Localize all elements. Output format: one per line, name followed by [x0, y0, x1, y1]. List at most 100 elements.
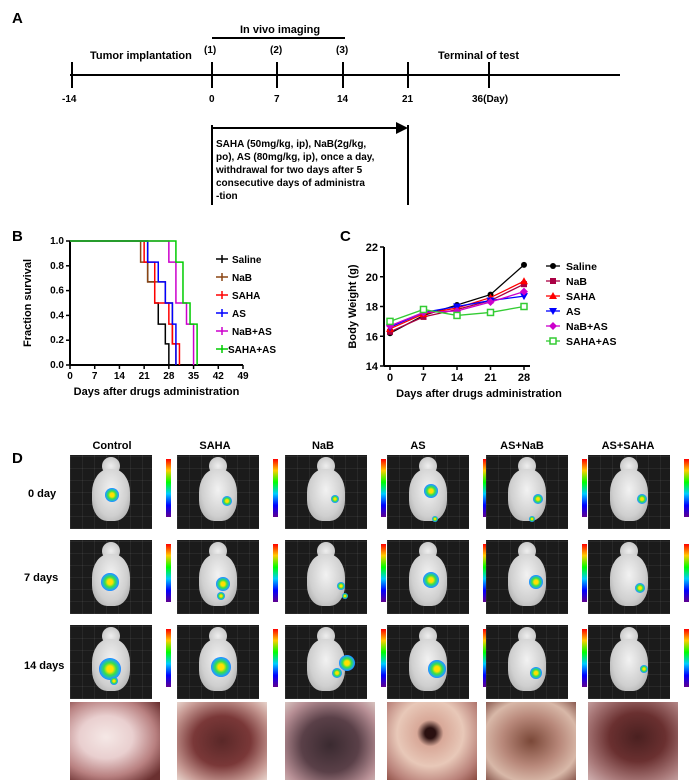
data-point [549, 308, 557, 315]
row-label-0-day: 0 day [28, 488, 57, 500]
bioluminescence-signal [216, 577, 230, 591]
y-tick-label: 16 [366, 331, 378, 343]
imaging-tile [285, 540, 367, 614]
intensity-color-scale [582, 544, 587, 602]
bioluminescence-signal [432, 516, 438, 522]
survival-line-saha-as [70, 240, 198, 365]
data-point [520, 287, 528, 296]
column-label-nab: NaB [311, 440, 334, 452]
y-tick-label: 20 [366, 272, 378, 284]
body-weight-chart: 0 7 14 21 28 14 16 18 20 22 Days after drugs admin… [347, 242, 616, 400]
y-tick-label: 0.2 [50, 335, 64, 346]
tick-label: 0 [209, 94, 215, 105]
bioluminescence-signal [529, 575, 543, 589]
imaging-tile [387, 625, 469, 699]
y-tick-label: 22 [366, 242, 378, 254]
panel-b-letter: B [12, 228, 23, 245]
data-point [550, 263, 556, 269]
imaging-tile [177, 625, 259, 699]
data-point [549, 322, 557, 330]
marker-1: (1) [204, 45, 217, 56]
bioluminescence-signal [99, 658, 121, 680]
x-tick-label: 0 [387, 372, 393, 384]
marker-3: (3) [336, 45, 349, 56]
intensity-color-scale [684, 629, 689, 687]
treatment-line: po), AS (80mg/kg, ip), once a day, [216, 152, 375, 163]
bioluminescence-signal [342, 593, 348, 599]
data-point [386, 321, 394, 330]
bioluminescence-signal [533, 494, 543, 504]
imaging-tile [285, 455, 367, 529]
bioluminescence-signal [637, 494, 647, 504]
x-tick-label: 7 [420, 372, 426, 384]
treatment-line: -tion [216, 191, 238, 202]
necropsy-photo-control [70, 702, 160, 780]
imaging-tile [588, 540, 670, 614]
legend-label: NaB [566, 276, 587, 288]
treatment-line: consecutive days of administra [216, 178, 365, 189]
x-tick-label: 0 [67, 371, 73, 382]
intensity-color-scale [483, 544, 488, 602]
panel-c-letter: C [340, 228, 351, 245]
bioluminescence-signal [332, 668, 342, 678]
imaging-tile [285, 625, 367, 699]
legend-label: SAHA+AS [566, 336, 616, 348]
y-tick-label: 1.0 [50, 236, 64, 247]
data-point [521, 261, 527, 268]
legend-label: SAHA [232, 291, 260, 302]
bioluminescence-signal [530, 667, 542, 679]
data-point [549, 292, 557, 299]
y-tick-label: 14 [366, 361, 379, 373]
x-tick-label: 14 [114, 371, 126, 382]
row-label-14-days: 14 days [24, 660, 65, 672]
data-point [486, 298, 495, 307]
bioluminescence-signal [424, 484, 438, 498]
panel-a-letter: A [12, 10, 23, 27]
imaging-tile [177, 455, 259, 529]
survival-chart: 0 7 14 21 28 35 42 49 0.0 0.2 0.4 0.6 0.8 1.0 Days aft… [22, 236, 276, 398]
x-axis-label: Days after drugs administration [396, 388, 562, 400]
treatment-line: withdrawal for two days after 5 [216, 165, 363, 176]
imaging-tile [177, 540, 259, 614]
tick-label: 7 [274, 94, 280, 105]
necropsy-photo-as-nab [486, 702, 576, 780]
legend-label: AS [232, 309, 246, 320]
imaging-tile [588, 625, 670, 699]
intensity-color-scale [684, 544, 689, 602]
survival-line-saha [70, 240, 181, 365]
data-point [486, 308, 495, 317]
intensity-color-scale [483, 459, 488, 517]
legend-label: SAHA [566, 291, 596, 303]
column-label-control: Control [92, 440, 132, 452]
data-point [386, 317, 394, 326]
intensity-color-scale [166, 629, 171, 687]
legend-label: AS [566, 306, 581, 318]
legend-label: Saline [566, 261, 597, 273]
x-tick-label: 21 [139, 371, 151, 382]
intensity-color-scale [273, 544, 278, 602]
data-point [520, 277, 528, 285]
mouse-body [307, 639, 345, 691]
column-label-saha: SAHA [199, 440, 231, 452]
intensity-color-scale [166, 459, 171, 517]
legend-label: SAHA+AS [228, 345, 276, 356]
y-tick-label: 0.8 [50, 261, 64, 272]
legend-label: Saline [232, 255, 262, 266]
intensity-color-scale [273, 629, 278, 687]
intensity-color-scale [381, 544, 386, 602]
column-label-as-nab: AS+NaB [500, 440, 544, 452]
mouse-body [307, 554, 345, 606]
tumor-implantation-label: Tumor implantation [90, 50, 192, 62]
data-point [419, 305, 428, 314]
bioluminescence-signal [337, 582, 345, 590]
bioluminescence-signal [110, 677, 118, 685]
panel-d-letter: D [12, 450, 23, 467]
bioluminescence-signal [331, 495, 339, 503]
tick-label: 21 [402, 94, 414, 105]
x-axis-label: Days after drugs administration [74, 386, 240, 398]
marker-2: (2) [270, 45, 283, 56]
y-axis-label: Body Weight (g) [347, 264, 359, 348]
column-label-as: AS [410, 440, 426, 452]
legend-label: NaB+AS [232, 327, 272, 338]
bioluminescence-signal [428, 660, 446, 678]
